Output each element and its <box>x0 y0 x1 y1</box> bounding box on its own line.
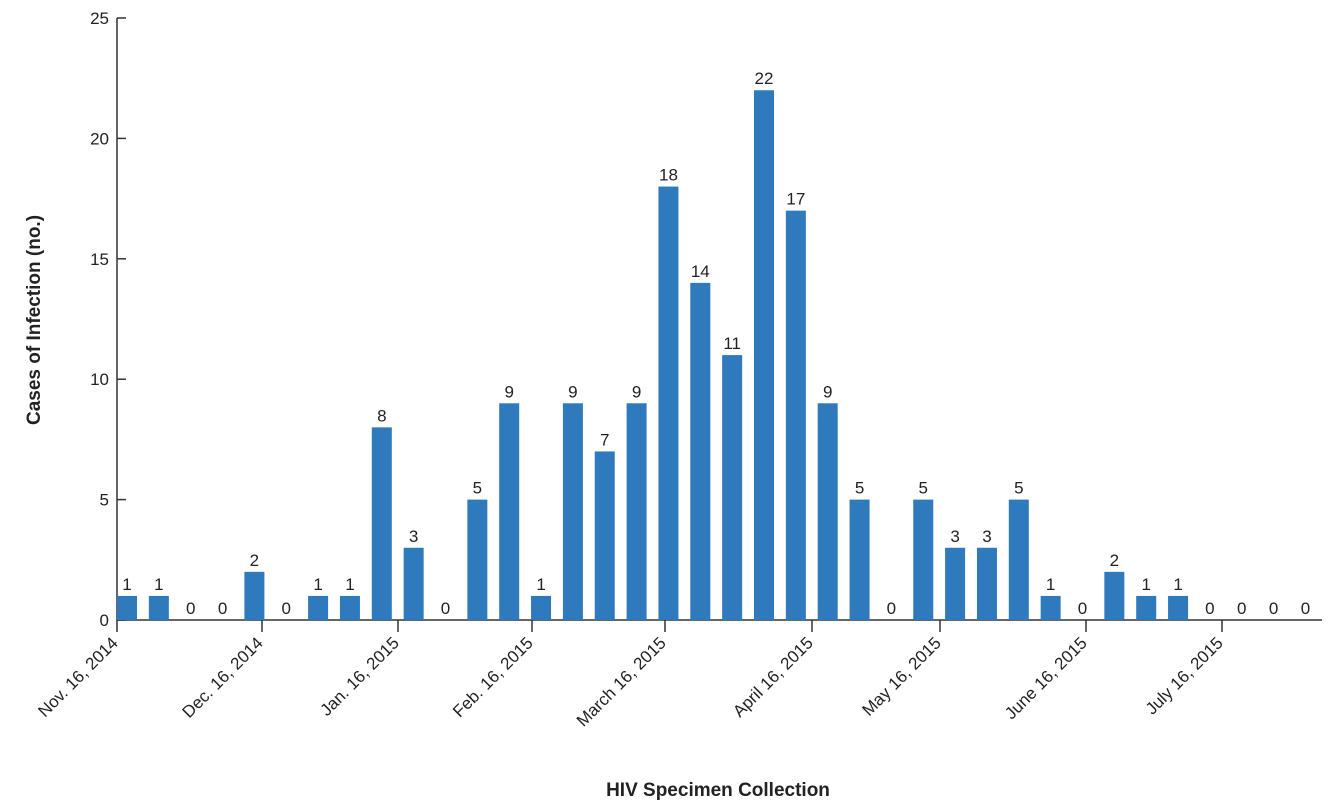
y-tick-label: 10 <box>90 370 109 389</box>
bar <box>1040 595 1061 620</box>
bar <box>1104 571 1125 620</box>
bar-value-label: 17 <box>786 190 805 209</box>
bar-value-label: 3 <box>950 527 959 546</box>
y-tick-label: 20 <box>90 129 109 148</box>
bar <box>244 571 265 620</box>
bar <box>658 186 679 620</box>
bar <box>1168 595 1189 620</box>
bar <box>722 355 743 620</box>
bar <box>531 595 552 620</box>
bar-value-label: 0 <box>1237 599 1246 618</box>
y-axis-title: Cases of Infection (no.) <box>24 215 45 425</box>
bar-value-label: 9 <box>823 382 832 401</box>
bar <box>690 282 711 620</box>
bar <box>117 595 137 620</box>
bar-value-label: 3 <box>409 527 418 546</box>
bar <box>1136 595 1157 620</box>
bar <box>754 90 774 621</box>
bar <box>976 547 997 620</box>
bar-value-label: 2 <box>1110 551 1119 570</box>
bar <box>562 403 583 620</box>
bar-value-label: 0 <box>218 599 227 618</box>
bar <box>403 547 424 620</box>
bar-value-label: 7 <box>600 430 609 449</box>
bar <box>499 403 520 620</box>
y-tick-label: 25 <box>90 9 109 28</box>
bar-value-label: 0 <box>1269 599 1278 618</box>
bar-value-label: 14 <box>691 262 710 281</box>
x-tick-label: July 16, 2015 <box>1142 633 1227 718</box>
x-axis: Nov. 16, 2014 Dec. 16, 2014 Jan. 16, 2015 F… <box>34 619 1322 730</box>
bar <box>467 499 488 620</box>
bar-value-label: 22 <box>755 69 774 88</box>
bar-value-label: 8 <box>377 406 386 425</box>
bar <box>308 595 329 620</box>
bar-value-label: 5 <box>855 479 864 498</box>
x-tick-label: Nov. 16, 2014 <box>34 633 121 720</box>
bar <box>626 403 647 620</box>
bar-value-label: 11 <box>723 334 741 353</box>
bar-value-label: 1 <box>345 575 354 594</box>
bar-value-label: 9 <box>504 382 513 401</box>
bar-value-label: 9 <box>568 382 577 401</box>
y-tick-label: 5 <box>100 491 109 510</box>
x-tick-label: Jan. 16, 2015 <box>317 633 403 719</box>
bar-value-label: 1 <box>1173 575 1182 594</box>
x-axis-title: HIV Specimen Collection <box>606 780 830 801</box>
bar-value-label: 1 <box>1141 575 1150 594</box>
bar-value-label: 1 <box>122 575 131 594</box>
bar-value-label: 5 <box>1014 479 1023 498</box>
bars-group <box>117 90 1189 621</box>
x-tick-label: April 16, 2015 <box>729 633 817 721</box>
bar <box>817 403 838 620</box>
bar <box>148 595 169 620</box>
bar <box>371 427 392 620</box>
bar-value-label: 0 <box>186 599 195 618</box>
bar-value-label: 5 <box>919 479 928 498</box>
bar-value-label: 0 <box>1301 599 1310 618</box>
bar <box>594 451 615 620</box>
bar-value-label: 5 <box>473 479 482 498</box>
bar-value-label: 0 <box>887 599 896 618</box>
bar-value-label: 18 <box>659 166 678 185</box>
bar <box>339 595 360 620</box>
bar-value-label: 0 <box>1078 599 1087 618</box>
x-tick-label: May 16, 2015 <box>859 633 945 719</box>
y-tick-label: 0 <box>100 611 109 630</box>
y-axis: 0 5 10 15 20 25 <box>90 9 126 630</box>
bar-value-label: 0 <box>441 599 450 618</box>
bar-value-label: 1 <box>1046 575 1055 594</box>
bar <box>785 210 806 620</box>
x-tick-label: Feb. 16, 2015 <box>449 633 537 721</box>
x-tick-label: March 16, 2015 <box>573 633 670 730</box>
bar <box>849 499 870 620</box>
x-tick-label: Dec. 16, 2014 <box>179 633 267 721</box>
bar-value-label: 9 <box>632 382 641 401</box>
x-tick-label: June 16, 2015 <box>1001 633 1091 723</box>
y-tick-label: 15 <box>90 250 109 269</box>
bar-value-label: 3 <box>982 527 991 546</box>
bar <box>913 499 934 620</box>
bar-value-label: 1 <box>154 575 163 594</box>
bar <box>945 547 966 620</box>
bar <box>1008 499 1029 620</box>
bar-value-label: 0 <box>1205 599 1214 618</box>
bar-value-label: 1 <box>313 575 322 594</box>
bar-value-label: 1 <box>536 575 545 594</box>
bar-value-label: 2 <box>250 551 259 570</box>
bar-value-label: 0 <box>282 599 291 618</box>
